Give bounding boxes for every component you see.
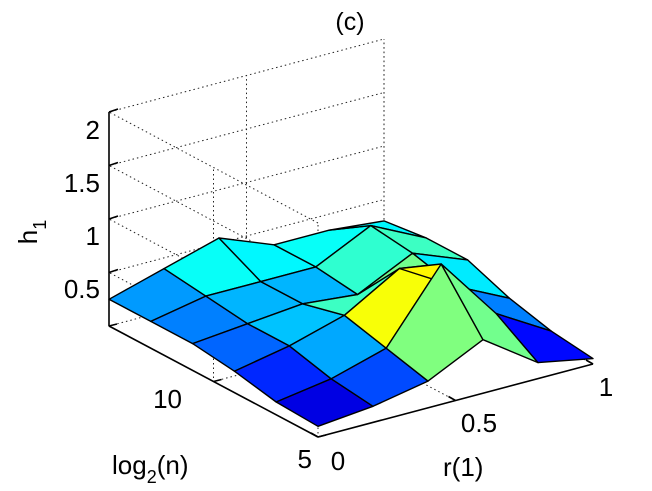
z-tick-labels: 2 1.5 1 0.5 — [64, 115, 100, 304]
x-tick-labels: 0 0.5 1 — [331, 372, 613, 476]
y-tick-mark — [213, 378, 222, 383]
x-tick-mark — [310, 432, 319, 438]
z-axis-label: h1 — [13, 220, 50, 244]
z-tick-mark — [108, 161, 119, 167]
x-tick-label: 1 — [599, 372, 613, 402]
x-tick-label: 0.5 — [461, 408, 497, 438]
chart-title: (c) — [335, 8, 364, 36]
y-tick-mark — [317, 434, 327, 438]
z-tick-label: 1.5 — [64, 168, 100, 198]
z-tick-label: 1 — [86, 221, 100, 251]
surface-patch — [495, 312, 594, 364]
z-tick-mark — [108, 108, 119, 113]
y-tick-label: 10 — [153, 384, 182, 414]
z-tick-mark — [108, 268, 119, 274]
z-tick-label: 2 — [86, 115, 100, 145]
z-tick-mark — [108, 215, 119, 220]
back-edge — [383, 39, 594, 365]
x-gridline — [246, 75, 456, 401]
x-tick-mark — [448, 395, 456, 402]
x-tick-mark — [585, 359, 594, 365]
y-tick-mark — [108, 323, 118, 327]
z-tick-label: 0.5 — [64, 274, 100, 304]
surface-layer — [108, 220, 594, 427]
z-gridline — [107, 38, 385, 224]
y-tick-labels: 5 10 — [153, 384, 312, 474]
tick-marks — [108, 108, 594, 438]
x-tick-label: 0 — [331, 446, 345, 476]
y-axis-label: log2(n) — [112, 450, 189, 487]
y-tick-label: 5 — [298, 444, 312, 474]
x-axis-label: r(1) — [443, 452, 483, 482]
